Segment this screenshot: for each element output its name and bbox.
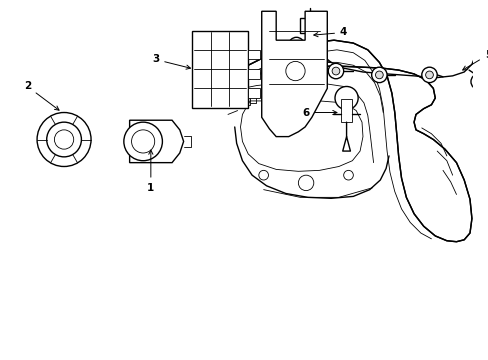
Circle shape: [371, 67, 386, 82]
Circle shape: [304, 53, 319, 68]
Polygon shape: [224, 40, 471, 242]
Polygon shape: [248, 89, 259, 98]
Circle shape: [470, 74, 486, 89]
Text: 6: 6: [302, 108, 336, 117]
Circle shape: [307, 57, 315, 64]
Text: 4: 4: [313, 27, 346, 37]
Text: 3: 3: [152, 54, 190, 69]
Polygon shape: [340, 99, 352, 122]
Circle shape: [298, 175, 313, 190]
Circle shape: [54, 130, 74, 149]
Polygon shape: [248, 50, 259, 59]
Text: 5: 5: [462, 50, 488, 70]
Circle shape: [123, 122, 162, 161]
Polygon shape: [240, 96, 250, 105]
Circle shape: [334, 86, 357, 109]
Text: 1: 1: [147, 150, 154, 193]
Polygon shape: [248, 69, 259, 79]
Circle shape: [474, 78, 482, 86]
Circle shape: [131, 130, 154, 153]
Polygon shape: [129, 120, 183, 163]
Text: 2: 2: [24, 81, 59, 110]
Circle shape: [47, 122, 81, 157]
Polygon shape: [261, 11, 326, 136]
Circle shape: [288, 37, 304, 53]
Circle shape: [292, 41, 300, 49]
Circle shape: [258, 170, 268, 180]
Circle shape: [331, 67, 339, 75]
Circle shape: [327, 63, 343, 79]
Circle shape: [37, 113, 91, 167]
Polygon shape: [300, 18, 319, 33]
Polygon shape: [192, 31, 248, 108]
Circle shape: [343, 170, 353, 180]
Circle shape: [285, 62, 305, 81]
Circle shape: [421, 67, 436, 82]
Circle shape: [375, 71, 383, 79]
Circle shape: [425, 71, 432, 79]
